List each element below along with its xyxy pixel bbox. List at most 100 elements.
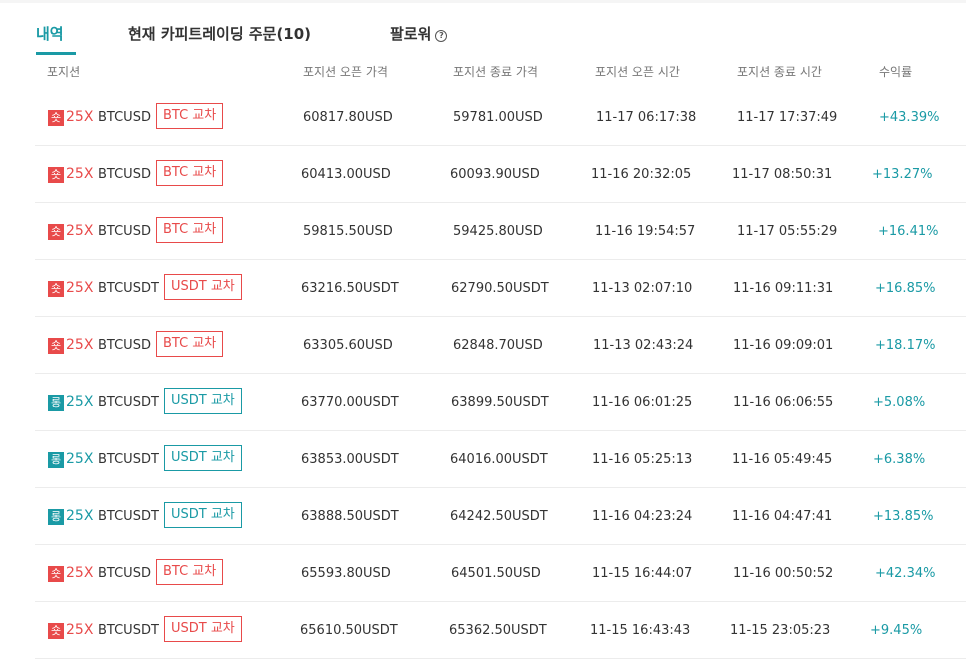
margin-mode-badge: BTC 교차 (156, 103, 224, 129)
table-row[interactable]: 롱 25X BTCUSDT USDT 교차 63888.50USDT 64242.50US… (35, 488, 966, 545)
col-open-price: 포지션 오픈 가격 (303, 65, 388, 79)
symbol: BTCUSD (98, 566, 151, 581)
close-time: 11-16 06:06:55 (733, 395, 834, 410)
table-row[interactable]: 숏 25X BTCUSD BTC 교차 63305.60USD 62848.70USD 11… (35, 317, 966, 374)
close-price: 62848.70USD (453, 338, 543, 353)
symbol: BTCUSD (98, 167, 151, 182)
open-price: 59815.50USD (303, 224, 393, 239)
col-close-time: 포지션 종료 시간 (737, 65, 822, 79)
symbol: BTCUSD (98, 338, 151, 353)
leverage: 25X (66, 337, 94, 353)
table-row[interactable]: 숏 25X BTCUSDT USDT 교차 63216.50USDT 62790.50US… (35, 260, 966, 317)
symbol: BTCUSD (98, 224, 151, 239)
leverage: 25X (66, 394, 94, 410)
close-price: 63899.50USDT (451, 395, 549, 410)
table-row[interactable]: 숏 25X BTCUSD BTC 교차 60817.80USD 59781.00USD 11… (35, 89, 966, 146)
table-header: 포지션 포지션 오픈 가격 포지션 종료 가격 포지션 오픈 시간 포지션 종료… (0, 63, 966, 87)
tab-bar: 내역 현재 카피트레이딩 주문(10) 팔로워? (0, 3, 966, 55)
side-tag: 숏 (48, 338, 64, 354)
close-time: 11-15 23:05:23 (730, 623, 831, 638)
leverage: 25X (66, 280, 94, 296)
table-row[interactable]: 롱 25X BTCUSDT USDT 교차 63853.00USDT 64016.00US… (35, 431, 966, 488)
close-time: 11-17 08:50:31 (732, 167, 833, 182)
help-icon[interactable]: ? (435, 30, 448, 42)
tab-current-copy-orders[interactable]: 현재 카피트레이딩 주문(10) (128, 25, 312, 43)
open-time: 11-13 02:07:10 (592, 281, 693, 296)
tab-followers[interactable]: 팔로워? (390, 23, 448, 44)
side-tag: 롱 (48, 509, 64, 525)
table-row[interactable]: 숏 25X BTCUSD BTC 교차 59815.50USD 59425.80USD 11… (35, 203, 966, 260)
table-row[interactable]: 숏 25X BTCUSD BTC 교차 65593.80USD 64501.50USD 11… (35, 545, 966, 602)
open-price: 63853.00USDT (301, 452, 399, 467)
open-price: 63305.60USD (303, 338, 393, 353)
close-time: 11-16 04:47:41 (732, 509, 833, 524)
table-row[interactable]: 롱 25X BTCUSDT USDT 교차 63770.00USDT 63899.50US… (35, 374, 966, 431)
col-open-time: 포지션 오픈 시간 (595, 65, 680, 79)
side-tag: 숏 (48, 167, 64, 183)
open-price: 63770.00USDT (301, 395, 399, 410)
close-price: 59781.00USD (453, 110, 543, 125)
margin-mode-badge: USDT 교차 (164, 388, 242, 414)
side-tag: 숏 (48, 110, 64, 126)
pnl-value: +9.45% (870, 623, 923, 638)
side-tag: 숏 (48, 281, 64, 297)
close-price: 64501.50USD (451, 566, 541, 581)
leverage: 25X (66, 451, 94, 467)
pnl-value: +42.34% (875, 566, 936, 581)
col-close-price: 포지션 종료 가격 (453, 65, 538, 79)
close-price: 64016.00USDT (450, 452, 548, 467)
tab-history[interactable]: 내역 (36, 25, 64, 43)
symbol: BTCUSDT (98, 623, 159, 638)
open-time: 11-16 06:01:25 (592, 395, 693, 410)
margin-mode-badge: BTC 교차 (156, 559, 224, 585)
open-price: 63216.50USDT (301, 281, 399, 296)
margin-mode-badge: USDT 교차 (164, 502, 242, 528)
table-row[interactable]: 숏 25X BTCUSDT USDT 교차 65610.50USDT 65362.50US… (35, 602, 966, 659)
pnl-value: +43.39% (879, 110, 940, 125)
open-price: 60817.80USD (303, 110, 393, 125)
pnl-value: +13.85% (873, 509, 934, 524)
close-time: 11-16 00:50:52 (733, 566, 834, 581)
symbol: BTCUSDT (98, 395, 159, 410)
leverage: 25X (66, 508, 94, 524)
open-time: 11-15 16:43:43 (590, 623, 691, 638)
symbol: BTCUSDT (98, 281, 159, 296)
open-time: 11-16 04:23:24 (592, 509, 693, 524)
side-tag: 롱 (48, 395, 64, 411)
margin-mode-badge: BTC 교차 (156, 331, 224, 357)
copy-trading-panel: 내역 현재 카피트레이딩 주문(10) 팔로워? 포지션 포지션 오픈 가격 포… (0, 3, 966, 662)
col-pnl: 수익률 (879, 65, 913, 79)
pnl-value: +5.08% (873, 395, 926, 410)
symbol: BTCUSD (98, 110, 151, 125)
open-price: 60413.00USD (301, 167, 391, 182)
tab-followers-label: 팔로워 (390, 25, 432, 43)
open-price: 65593.80USD (301, 566, 391, 581)
margin-mode-badge: BTC 교차 (156, 160, 224, 186)
margin-mode-badge: USDT 교차 (164, 274, 242, 300)
leverage: 25X (66, 166, 94, 182)
pnl-value: +18.17% (875, 338, 936, 353)
close-time: 11-16 09:11:31 (733, 281, 834, 296)
margin-mode-badge: USDT 교차 (164, 616, 242, 642)
side-tag: 롱 (48, 452, 64, 468)
close-price: 59425.80USD (453, 224, 543, 239)
close-time: 11-17 05:55:29 (737, 224, 838, 239)
symbol: BTCUSDT (98, 452, 159, 467)
leverage: 25X (66, 223, 94, 239)
pnl-value: +6.38% (873, 452, 926, 467)
leverage: 25X (66, 109, 94, 125)
open-price: 63888.50USDT (301, 509, 399, 524)
col-position: 포지션 (47, 65, 81, 79)
open-price: 65610.50USDT (300, 623, 398, 638)
close-price: 62790.50USDT (451, 281, 549, 296)
pnl-value: +16.41% (878, 224, 939, 239)
active-tab-indicator (36, 52, 76, 55)
open-time: 11-16 05:25:13 (592, 452, 693, 467)
close-time: 11-16 05:49:45 (732, 452, 833, 467)
close-price: 60093.90USD (450, 167, 540, 182)
margin-mode-badge: BTC 교차 (156, 217, 224, 243)
table-row[interactable]: 숏 25X BTCUSD BTC 교차 60413.00USD 60093.90USD 11… (35, 146, 966, 203)
side-tag: 숏 (48, 623, 64, 639)
pnl-value: +13.27% (872, 167, 933, 182)
symbol: BTCUSDT (98, 509, 159, 524)
